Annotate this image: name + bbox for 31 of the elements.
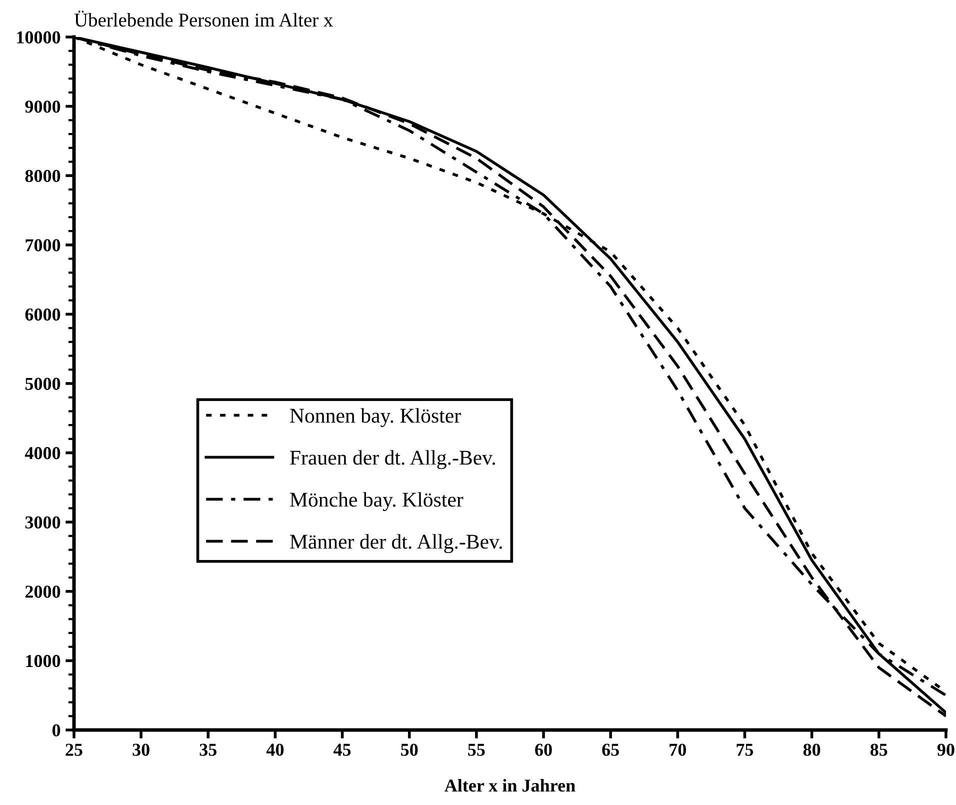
x-tick-label: 65 <box>602 744 619 756</box>
y-tick-label: 10000 <box>17 31 60 44</box>
legend-label: Nonnen bay. Klöster <box>290 408 461 428</box>
y-axis-title: Überlebende Personen im Alter x <box>74 10 333 27</box>
x-tick-label: 35 <box>200 744 217 756</box>
x-tick-label: 75 <box>736 744 754 756</box>
legend-label: Männer der dt. Allg.-Bev. <box>290 534 502 554</box>
x-tick-label: 40 <box>266 744 284 756</box>
x-tick-label: 80 <box>803 744 820 756</box>
x-tick-label: 90 <box>937 744 954 756</box>
x-tick-label: 70 <box>670 744 686 756</box>
x-tick-label: 30 <box>132 744 150 756</box>
x-tick-label: 85 <box>870 744 888 756</box>
y-tick-label: 2000 <box>25 586 60 598</box>
y-tick-label: 7000 <box>26 239 60 252</box>
y-tick-label: 0 <box>52 724 60 736</box>
x-tick-label: 25 <box>66 744 82 756</box>
legend-label: Frauen der dt. Allg.-Bev. <box>290 450 495 470</box>
x-tick-label: 45 <box>334 744 351 756</box>
y-tick-label: 4000 <box>24 447 60 460</box>
x-tick-label: 50 <box>401 744 418 756</box>
x-tick-label: 60 <box>535 744 552 756</box>
x-tick-label: 55 <box>468 744 485 756</box>
y-tick-label: 1000 <box>26 654 60 668</box>
y-tick-label: 5000 <box>25 378 60 390</box>
legend-label: Mönche bay. Klöster <box>290 492 464 512</box>
y-tick-label: 3000 <box>25 516 60 529</box>
x-axis-title: Alter x in Jahren <box>444 778 576 792</box>
y-tick-label: 6000 <box>25 308 60 321</box>
y-tick-label: 8000 <box>25 170 60 182</box>
y-tick-label: 9000 <box>25 100 60 113</box>
